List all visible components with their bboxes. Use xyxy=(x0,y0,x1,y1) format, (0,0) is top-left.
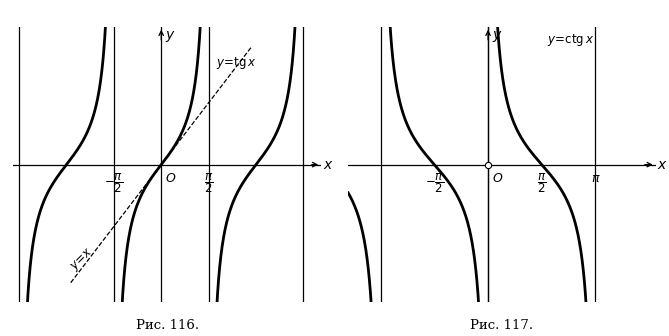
Text: $x$: $x$ xyxy=(658,158,668,172)
Text: $\dfrac{\pi}{2}$: $\dfrac{\pi}{2}$ xyxy=(537,172,547,196)
Text: $-\dfrac{\pi}{2}$: $-\dfrac{\pi}{2}$ xyxy=(104,172,124,196)
Text: $\dfrac{\pi}{2}$: $\dfrac{\pi}{2}$ xyxy=(204,172,213,196)
Text: $\pi$: $\pi$ xyxy=(591,172,600,185)
Text: $y\!=\!\mathrm{ctg}\,x$: $y\!=\!\mathrm{ctg}\,x$ xyxy=(547,32,594,48)
Text: $O$: $O$ xyxy=(492,172,504,185)
Text: $y\!=\!x$: $y\!=\!x$ xyxy=(68,245,97,274)
Text: $x$: $x$ xyxy=(322,158,333,172)
Text: $y$: $y$ xyxy=(165,29,175,44)
Text: $-\dfrac{\pi}{2}$: $-\dfrac{\pi}{2}$ xyxy=(425,172,444,196)
Text: $O$: $O$ xyxy=(165,172,176,185)
Text: $y$: $y$ xyxy=(492,29,503,44)
Text: $y\!=\!\mathrm{tg}\,x$: $y\!=\!\mathrm{tg}\,x$ xyxy=(216,55,257,71)
Text: Рис. 117.: Рис. 117. xyxy=(470,319,533,332)
Text: Рис. 116.: Рис. 116. xyxy=(136,319,199,332)
